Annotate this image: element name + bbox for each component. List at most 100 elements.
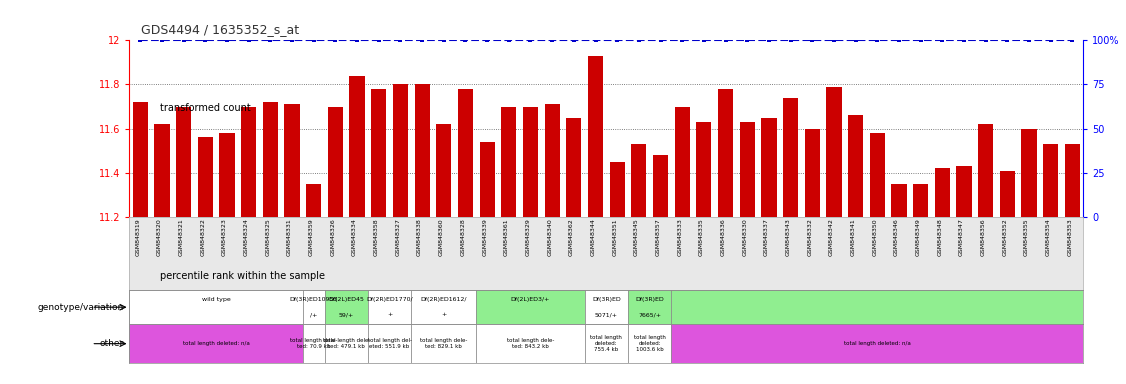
Bar xyxy=(141,200,155,353)
Text: GSM848331: GSM848331 xyxy=(287,218,292,256)
Text: GSM848336: GSM848336 xyxy=(721,218,725,256)
Bar xyxy=(978,124,993,217)
Text: GSM848328: GSM848328 xyxy=(461,218,465,256)
Bar xyxy=(696,122,712,217)
Text: GSM848353: GSM848353 xyxy=(1067,218,1072,256)
Bar xyxy=(566,118,581,217)
Text: GSM848320: GSM848320 xyxy=(157,218,162,256)
Bar xyxy=(609,162,625,217)
Bar xyxy=(154,124,170,217)
Text: total length deleted: n/a: total length deleted: n/a xyxy=(182,341,250,346)
Bar xyxy=(198,137,213,217)
Text: GSM848335: GSM848335 xyxy=(699,218,704,256)
Text: GSM848352: GSM848352 xyxy=(1002,218,1008,256)
Bar xyxy=(349,76,365,217)
Bar xyxy=(176,107,191,217)
Bar xyxy=(584,324,628,363)
Bar xyxy=(671,290,1083,324)
Bar xyxy=(501,107,517,217)
Bar xyxy=(671,324,1083,363)
Text: total length del-
eted: 551.9 kb: total length del- eted: 551.9 kb xyxy=(367,338,412,349)
Text: GSM848323: GSM848323 xyxy=(222,218,227,256)
Bar xyxy=(913,184,928,217)
Bar xyxy=(129,290,303,324)
Text: GDS4494 / 1635352_s_at: GDS4494 / 1635352_s_at xyxy=(141,23,298,36)
Text: GSM848356: GSM848356 xyxy=(981,218,985,256)
Text: wild type: wild type xyxy=(202,297,231,302)
Text: Df(2R)ED1612/: Df(2R)ED1612/ xyxy=(420,297,467,302)
Text: GSM848343: GSM848343 xyxy=(786,218,790,256)
Bar xyxy=(740,122,754,217)
Bar xyxy=(368,290,411,324)
Text: GSM848354: GSM848354 xyxy=(1046,218,1051,256)
Bar xyxy=(411,290,476,324)
Text: GSM848361: GSM848361 xyxy=(503,218,509,256)
Bar xyxy=(324,290,368,324)
Text: GSM848344: GSM848344 xyxy=(590,218,596,256)
Text: total length dele-
ted: 843.2 kb: total length dele- ted: 843.2 kb xyxy=(507,338,554,349)
Text: percentile rank within the sample: percentile rank within the sample xyxy=(160,271,325,281)
Text: GSM848325: GSM848325 xyxy=(266,218,270,256)
Bar xyxy=(584,290,628,324)
Text: +: + xyxy=(387,312,392,317)
Text: GSM848341: GSM848341 xyxy=(850,218,856,256)
Text: +: + xyxy=(441,312,446,317)
Text: GSM848349: GSM848349 xyxy=(915,218,921,256)
Text: GSM848319: GSM848319 xyxy=(135,218,141,256)
Bar xyxy=(303,290,324,324)
Text: total length
deleted:
755.4 kb: total length deleted: 755.4 kb xyxy=(590,335,623,352)
Bar xyxy=(411,324,476,363)
Text: GSM848347: GSM848347 xyxy=(959,218,964,256)
Bar xyxy=(1021,129,1037,217)
Bar xyxy=(522,107,538,217)
Bar xyxy=(545,104,560,217)
Bar xyxy=(303,324,324,363)
Bar xyxy=(935,168,950,217)
Text: GSM848340: GSM848340 xyxy=(547,218,552,256)
Text: 5071/+: 5071/+ xyxy=(595,312,618,317)
Bar xyxy=(306,184,321,217)
Text: GSM848326: GSM848326 xyxy=(330,218,336,256)
Text: GSM848327: GSM848327 xyxy=(395,218,401,256)
Bar xyxy=(368,324,411,363)
Text: GSM848357: GSM848357 xyxy=(655,218,661,256)
Bar xyxy=(262,102,278,217)
Bar xyxy=(653,155,668,217)
Text: GSM848359: GSM848359 xyxy=(309,218,314,256)
Text: Df(2L)ED45: Df(2L)ED45 xyxy=(329,297,364,302)
Bar xyxy=(805,129,820,217)
Bar xyxy=(1065,144,1080,217)
Text: GSM848350: GSM848350 xyxy=(873,218,877,256)
Text: Df(3R)ED: Df(3R)ED xyxy=(635,297,664,302)
Text: GSM848329: GSM848329 xyxy=(526,218,530,256)
Bar xyxy=(628,324,671,363)
Text: total length deleted: n/a: total length deleted: n/a xyxy=(843,341,911,346)
Text: GSM848339: GSM848339 xyxy=(482,218,488,256)
Bar xyxy=(476,290,584,324)
Bar xyxy=(129,324,303,363)
Text: GSM848362: GSM848362 xyxy=(569,218,574,256)
Text: Df(3R)ED10953: Df(3R)ED10953 xyxy=(289,297,338,302)
Text: GSM848324: GSM848324 xyxy=(243,218,249,256)
Bar xyxy=(133,102,148,217)
Bar xyxy=(956,166,972,217)
Bar xyxy=(328,107,343,217)
Text: Df(2L)ED3/+: Df(2L)ED3/+ xyxy=(511,297,551,302)
Bar xyxy=(480,142,494,217)
Text: /+: /+ xyxy=(310,312,318,317)
Text: total length dele-
ted: 479.1 kb: total length dele- ted: 479.1 kb xyxy=(322,338,370,349)
Text: GSM848338: GSM848338 xyxy=(417,218,422,256)
Bar xyxy=(141,31,155,184)
Text: Df(2R)ED1770/: Df(2R)ED1770/ xyxy=(366,297,413,302)
Bar xyxy=(588,56,604,217)
Text: GSM848322: GSM848322 xyxy=(200,218,205,256)
Text: 7665/+: 7665/+ xyxy=(638,312,661,317)
Text: total length dele-
ted: 70.9 kb: total length dele- ted: 70.9 kb xyxy=(291,338,338,349)
Text: GSM848346: GSM848346 xyxy=(894,218,899,256)
Bar xyxy=(1000,170,1015,217)
Bar xyxy=(285,104,300,217)
Text: Df(3R)ED: Df(3R)ED xyxy=(592,297,620,302)
Bar xyxy=(458,89,473,217)
Text: GSM848355: GSM848355 xyxy=(1024,218,1029,256)
Text: GSM848358: GSM848358 xyxy=(374,218,378,256)
